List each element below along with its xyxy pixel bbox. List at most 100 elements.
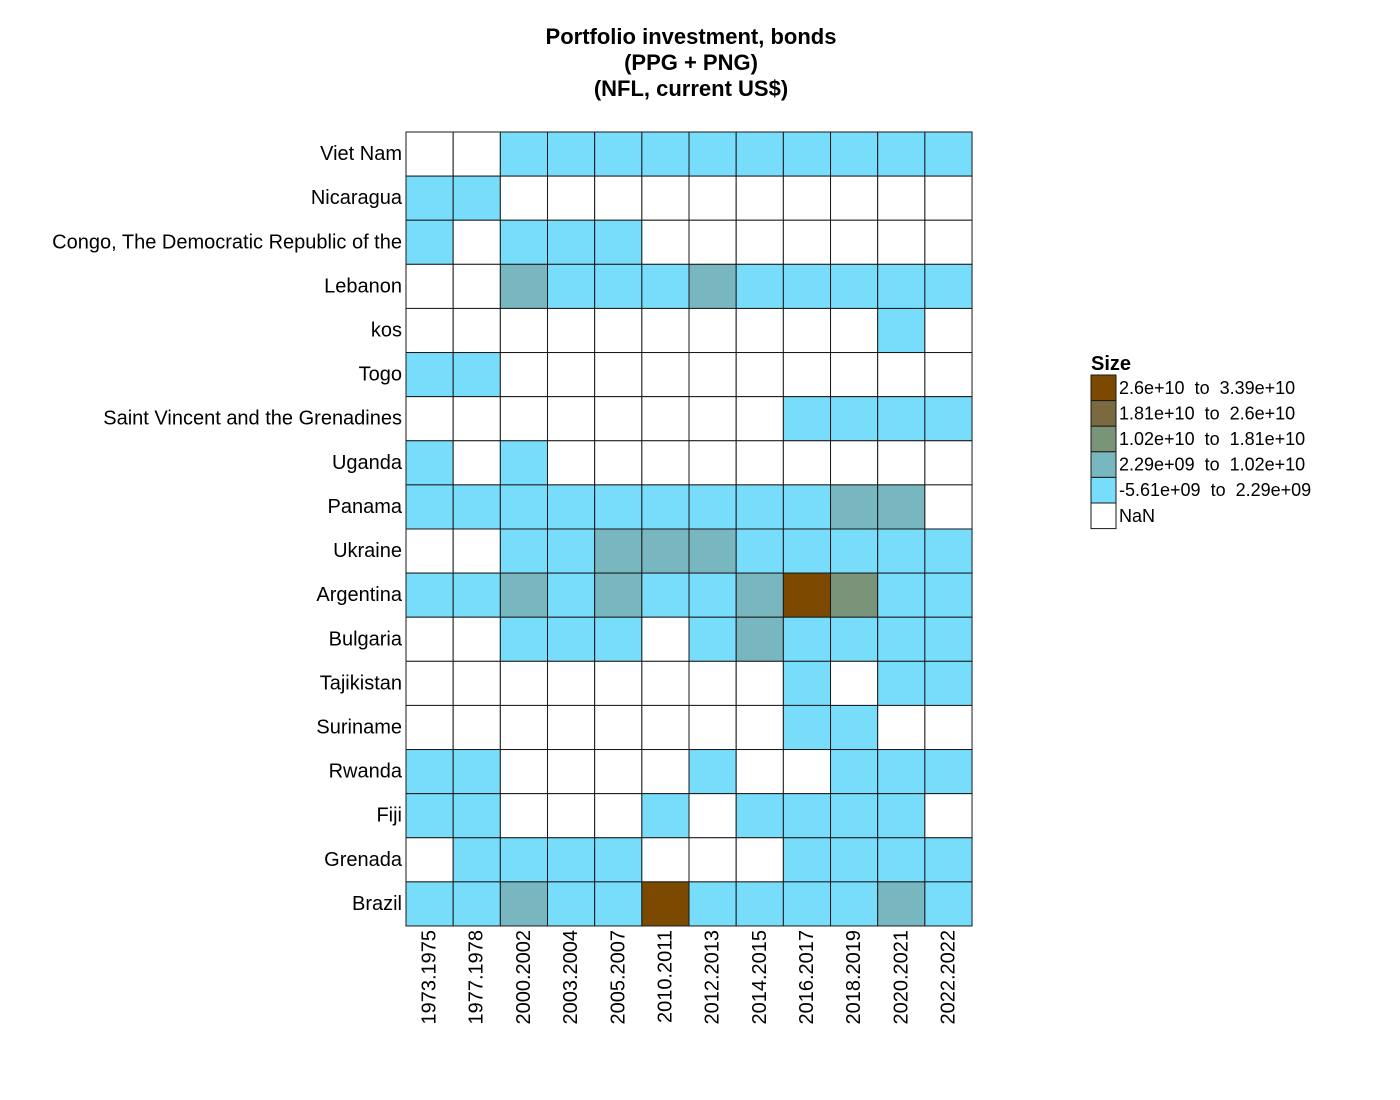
heatmap-cell-suriname-2000-2002 — [499, 704, 549, 751]
heatmap-cell-tajikistan-2022-2022 — [924, 660, 973, 706]
heatmap-cell-lebanon-2016-2017 — [782, 263, 832, 309]
heatmap-cell-brazil-1973-1975 — [405, 881, 454, 927]
heatmap-cell-lebanon-2014-2015 — [735, 263, 784, 309]
heatmap-cell-congo-the-democratic-republic-of-the-2000-2002 — [499, 219, 549, 265]
heatmap-cell-lebanon-2012-2013 — [688, 263, 737, 309]
heatmap-cell-ukraine-2005-2007 — [594, 528, 643, 574]
heatmap-cell-bulgaria-2005-2007 — [594, 616, 643, 662]
heatmap-cell-kos-2020-2021 — [877, 307, 926, 354]
heatmap-cell-nicaragua-2000-2002 — [499, 175, 549, 221]
heatmap-cell-nicaragua-2020-2021 — [877, 175, 926, 221]
heatmap-cell-lebanon-2022-2022 — [924, 263, 973, 309]
heatmap-cell-kos-2018-2019 — [830, 307, 879, 354]
legend-swatch-2 — [1090, 425, 1117, 453]
heatmap-cell-panama-2012-2013 — [688, 484, 737, 530]
heatmap-cell-suriname-2014-2015 — [735, 704, 784, 751]
heatmap-cell-togo-2003-2004 — [547, 352, 596, 398]
heatmap-cell-tajikistan-2012-2013 — [688, 660, 737, 706]
heatmap-cell-argentina-2022-2022 — [924, 572, 973, 618]
legend: Size 2.6e+10 to 3.39e+10 1.81e+10 to 2.6e… — [1090, 353, 1311, 530]
heatmap-cell-bulgaria-1973-1975 — [405, 616, 454, 662]
heatmap-cell-bulgaria-2022-2022 — [924, 616, 973, 662]
heatmap-cell-uganda-2022-2022 — [924, 440, 973, 486]
heatmap-cell-panama-2014-2015 — [735, 484, 784, 530]
heatmap-cell-viet-nam-2022-2022 — [924, 131, 973, 177]
heatmap-cell-kos-2012-2013 — [688, 307, 737, 354]
heatmap-cell-panama-2020-2021 — [877, 484, 926, 530]
heatmap-cell-suriname-2020-2021 — [877, 704, 926, 751]
heatmap-cell-suriname-2005-2007 — [594, 704, 643, 751]
heatmap-cell-brazil-1977-1978 — [452, 881, 501, 927]
heatmap-cell-bulgaria-2018-2019 — [830, 616, 879, 662]
heatmap-cell-grenada-1973-1975 — [405, 837, 454, 883]
heatmap-cell-grenada-2016-2017 — [782, 837, 832, 883]
heatmap-cell-ukraine-2012-2013 — [688, 528, 737, 574]
heatmap-cell-congo-the-democratic-republic-of-the-2022-2022 — [924, 219, 973, 265]
heatmap-cell-suriname-2018-2019 — [830, 704, 879, 751]
heatmap-cell-panama-1977-1978 — [452, 484, 501, 530]
heatmap-cell-bulgaria-2014-2015 — [735, 616, 784, 662]
heatmap-cell-suriname-2016-2017 — [782, 704, 832, 751]
heatmap-cell-nicaragua-2022-2022 — [924, 175, 973, 221]
legend-label-0: 2.6e+10 to 3.39e+10 — [1119, 378, 1295, 398]
heatmap-cell-congo-the-democratic-republic-of-the-1973-1975 — [405, 219, 454, 265]
heatmap-cell-uganda-2010-2011 — [641, 440, 690, 486]
heatmap-cell-grenada-2018-2019 — [830, 837, 879, 883]
heatmap-cell-fiji-2018-2019 — [830, 793, 879, 839]
heatmap-cell-brazil-2014-2015 — [735, 881, 784, 927]
heatmap-cell-grenada-1977-1978 — [452, 837, 501, 883]
heatmap-cell-uganda-1973-1975 — [405, 440, 454, 486]
row-label-kos: kos — [371, 319, 402, 341]
heatmap-cell-saint-vincent-and-the-grenadines-2014-2015 — [735, 396, 784, 442]
chart-title-line-2: (PPG + PNG) — [624, 50, 758, 75]
heatmap-cell-lebanon-2000-2002 — [499, 263, 549, 309]
heatmap-cell-panama-2005-2007 — [594, 484, 643, 530]
heatmap-cell-grenada-2020-2021 — [877, 837, 926, 883]
heatmap-cell-suriname-1977-1978 — [452, 704, 501, 751]
heatmap-cell-saint-vincent-and-the-grenadines-2018-2019 — [830, 396, 879, 442]
heatmap-cell-fiji-2003-2004 — [547, 793, 596, 839]
heatmap-cell-rwanda-1977-1978 — [452, 749, 501, 795]
heatmap-cell-suriname-2003-2004 — [547, 704, 596, 751]
row-label-uganda: Uganda — [332, 452, 403, 474]
heatmap-cell-congo-the-democratic-republic-of-the-2016-2017 — [782, 219, 832, 265]
heatmap-cell-ukraine-2014-2015 — [735, 528, 784, 574]
heatmap-cell-uganda-2012-2013 — [688, 440, 737, 486]
row-label-fiji: Fiji — [376, 805, 402, 827]
row-label-suriname: Suriname — [316, 716, 402, 738]
heatmap-cell-uganda-2016-2017 — [782, 440, 832, 486]
heatmap-cell-panama-2000-2002 — [499, 484, 549, 530]
legend-label-1: 1.81e+10 to 2.6e+10 — [1119, 403, 1295, 423]
heatmap-cell-congo-the-democratic-republic-of-the-2003-2004 — [547, 219, 596, 265]
heatmap-cell-uganda-2005-2007 — [594, 440, 643, 486]
heatmap-cell-bulgaria-1977-1978 — [452, 616, 501, 662]
heatmap-cell-kos-2005-2007 — [594, 307, 643, 354]
heatmap-cell-ukraine-2016-2017 — [782, 528, 832, 574]
heatmap-cell-togo-2020-2021 — [877, 352, 926, 398]
heatmap-cell-nicaragua-1973-1975 — [405, 175, 454, 221]
chart-title-line-1: Portfolio investment, bonds — [546, 24, 837, 49]
chart-title: Portfolio investment, bonds (PPG + PNG) … — [546, 24, 837, 101]
heatmap-cell-grenada-2003-2004 — [547, 837, 596, 883]
heatmap-cell-uganda-2020-2021 — [877, 440, 926, 486]
heatmap-cell-kos-2022-2022 — [924, 307, 973, 354]
column-label-2003-2004: 2003.2004 — [560, 930, 582, 1025]
heatmap-cell-saint-vincent-and-the-grenadines-2003-2004 — [547, 396, 596, 442]
heatmap-cell-uganda-2000-2002 — [499, 440, 549, 486]
heatmap-cell-saint-vincent-and-the-grenadines-2022-2022 — [924, 396, 973, 442]
heatmap-cell-panama-1973-1975 — [405, 484, 454, 530]
heatmap-cell-saint-vincent-and-the-grenadines-2012-2013 — [688, 396, 737, 442]
heatmap-cell-grenada-2000-2002 — [499, 837, 549, 883]
column-labels: 1973.1975 1977.1978 2000.2002 2003.2004 2005… — [419, 930, 960, 1025]
row-label-rwanda: Rwanda — [329, 761, 403, 783]
heatmap-cell-nicaragua-2016-2017 — [782, 175, 832, 221]
heatmap-cell-togo-2014-2015 — [735, 352, 784, 398]
heatmap-cell-nicaragua-2010-2011 — [641, 175, 690, 221]
heatmap-cell-viet-nam-2012-2013 — [688, 131, 737, 177]
heatmap-cell-tajikistan-1973-1975 — [405, 660, 454, 706]
heatmap-cell-viet-nam-2014-2015 — [735, 131, 784, 177]
heatmap-cell-tajikistan-2018-2019 — [830, 660, 879, 706]
heatmap-cell-rwanda-2014-2015 — [735, 749, 784, 795]
heatmap-cell-uganda-2014-2015 — [735, 440, 784, 486]
heatmap-cell-saint-vincent-and-the-grenadines-2010-2011 — [641, 396, 690, 442]
